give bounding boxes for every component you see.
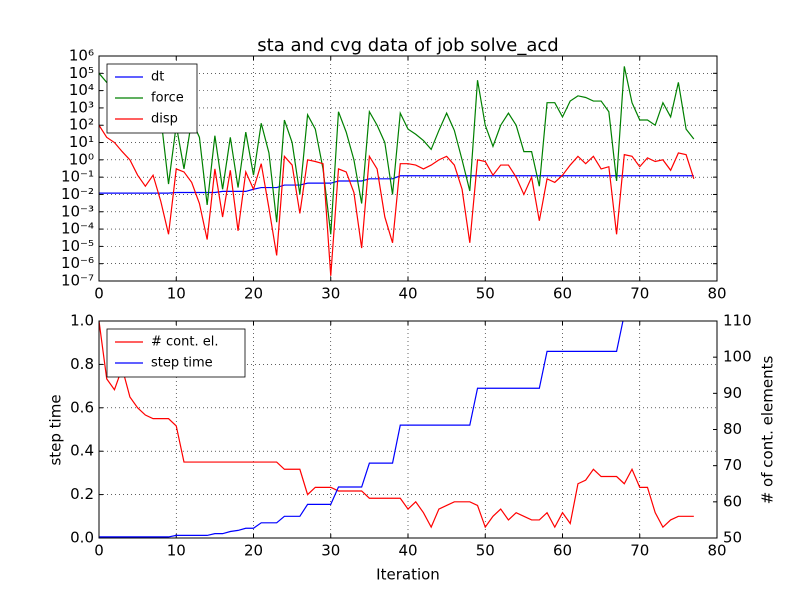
x-tick-label: 40 [398,285,417,303]
y2-tick-label: 110 [723,312,752,330]
legend: # cont. el. step time [106,328,246,378]
y2-tick-label: 80 [723,420,742,438]
x-tick-label: 30 [321,285,340,303]
x-tick-label: 60 [553,542,572,560]
y2-tick-label: 100 [723,348,752,366]
x-tick-label: 40 [398,542,417,560]
legend-label: disp [151,112,178,127]
chart-title: sta and cvg data of job solve_acd [257,35,558,56]
legend-label: # cont. el. [151,335,218,350]
x-tick-label: 60 [553,285,572,303]
x-tick-label: 0 [94,285,104,303]
y-tick-label: 10⁶ [69,47,94,65]
data-line [99,124,695,276]
legend-box [106,328,246,378]
data-line [99,66,695,235]
y-tick-label: 0.4 [70,442,94,460]
x-tick-label: 70 [630,285,649,303]
x-axis-label: Iteration [376,566,440,584]
y-tick-label: 0.2 [70,485,94,503]
x-tick-label: 0 [94,542,104,560]
y-tick-label: 0.8 [70,355,94,373]
y-tick-label: 10⁵ [69,64,94,82]
y-tick-label: 10⁻⁴ [61,220,94,238]
y-tick-label: 10⁻¹ [61,168,94,186]
y-tick-label: 10² [69,116,94,134]
legend-label: force [151,91,184,106]
data-line [99,321,694,529]
y-tick-label: 10⁻² [61,185,94,203]
x-tick-label: 10 [167,542,186,560]
legend-label: step time [151,356,213,371]
legend: dt force disp [106,63,198,134]
y-tick-label: 10³ [69,98,94,116]
data-line [99,321,624,538]
y-tick-label: 10⁻⁶ [61,254,94,272]
x-tick-label: 50 [476,542,495,560]
axes-frame [98,320,718,539]
y2-tick-label: 90 [723,384,742,402]
y-axis-label: step time [47,394,65,465]
legend-label: dt [151,70,164,85]
y-tick-label: 10⁻³ [61,202,94,220]
x-tick-label: 20 [244,542,263,560]
y2-tick-label: 70 [723,456,742,474]
y2-tick-label: 50 [723,529,742,547]
y-tick-label: 10⁴ [69,81,94,99]
x-tick-label: 50 [476,285,495,303]
y-tick-label: 0.0 [70,529,94,547]
data-line [99,175,694,194]
y-tick-label: 10⁰ [69,150,94,168]
y-tick-label: 0.6 [70,398,94,416]
y-tick-label: 10⁻⁵ [61,237,94,255]
axes-frame [98,55,718,282]
x-tick-label: 70 [630,542,649,560]
x-tick-label: 80 [707,542,726,560]
y-tick-label: 1.0 [70,312,94,330]
x-tick-label: 30 [321,542,340,560]
y2-tick-label: 60 [723,492,742,510]
y-tick-label: 10¹ [69,133,94,151]
y2-axis-label: # of cont. elements [759,356,777,505]
x-tick-label: 10 [167,285,186,303]
y-tick-label: 10⁻⁷ [61,272,94,290]
x-tick-label: 80 [707,285,726,303]
x-tick-label: 20 [244,285,263,303]
